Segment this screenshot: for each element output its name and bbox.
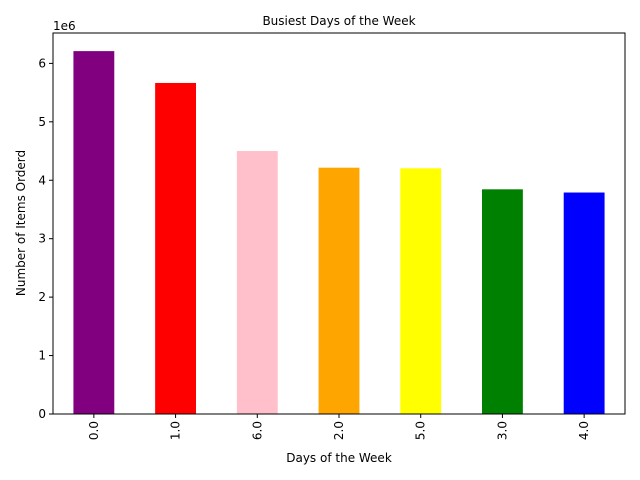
x-tick-label: 6.0 (250, 421, 264, 440)
x-axis: 0.0 1.0 6.0 2.0 5.0 3.0 4.0 (87, 414, 591, 440)
y-tick-label: 0 (38, 407, 46, 421)
y-offset-label: 1e6 (53, 19, 76, 33)
y-tick-label: 5 (38, 115, 46, 129)
x-tick-label: 5.0 (414, 421, 428, 440)
bar-6.0 (236, 151, 278, 415)
bar-2.0 (318, 167, 360, 414)
y-tick-label: 4 (38, 173, 46, 187)
y-tick-label: 1 (38, 349, 46, 363)
x-tick-label: 1.0 (169, 421, 183, 440)
bar-1.0 (155, 82, 196, 414)
chart-title: Busiest Days of the Week (262, 14, 415, 28)
bar-0.0 (73, 51, 115, 415)
x-axis-label: Days of the Week (286, 451, 392, 465)
x-tick-label: 3.0 (495, 421, 509, 440)
y-tick-label: 6 (38, 56, 46, 70)
bar-3.0 (482, 189, 523, 414)
x-tick-label: 0.0 (87, 421, 101, 440)
bars-group (73, 51, 605, 415)
bar-4.0 (563, 192, 605, 414)
y-tick-label: 2 (38, 290, 46, 304)
y-axis: 0 1 2 3 4 5 6 (38, 56, 53, 421)
y-axis-label: Number of Items Orderd (14, 150, 28, 296)
x-tick-label: 2.0 (332, 421, 346, 440)
y-tick-label: 3 (38, 232, 46, 246)
plot-frame (52, 32, 626, 415)
bar-5.0 (400, 168, 442, 414)
x-tick-label: 4.0 (577, 421, 591, 440)
